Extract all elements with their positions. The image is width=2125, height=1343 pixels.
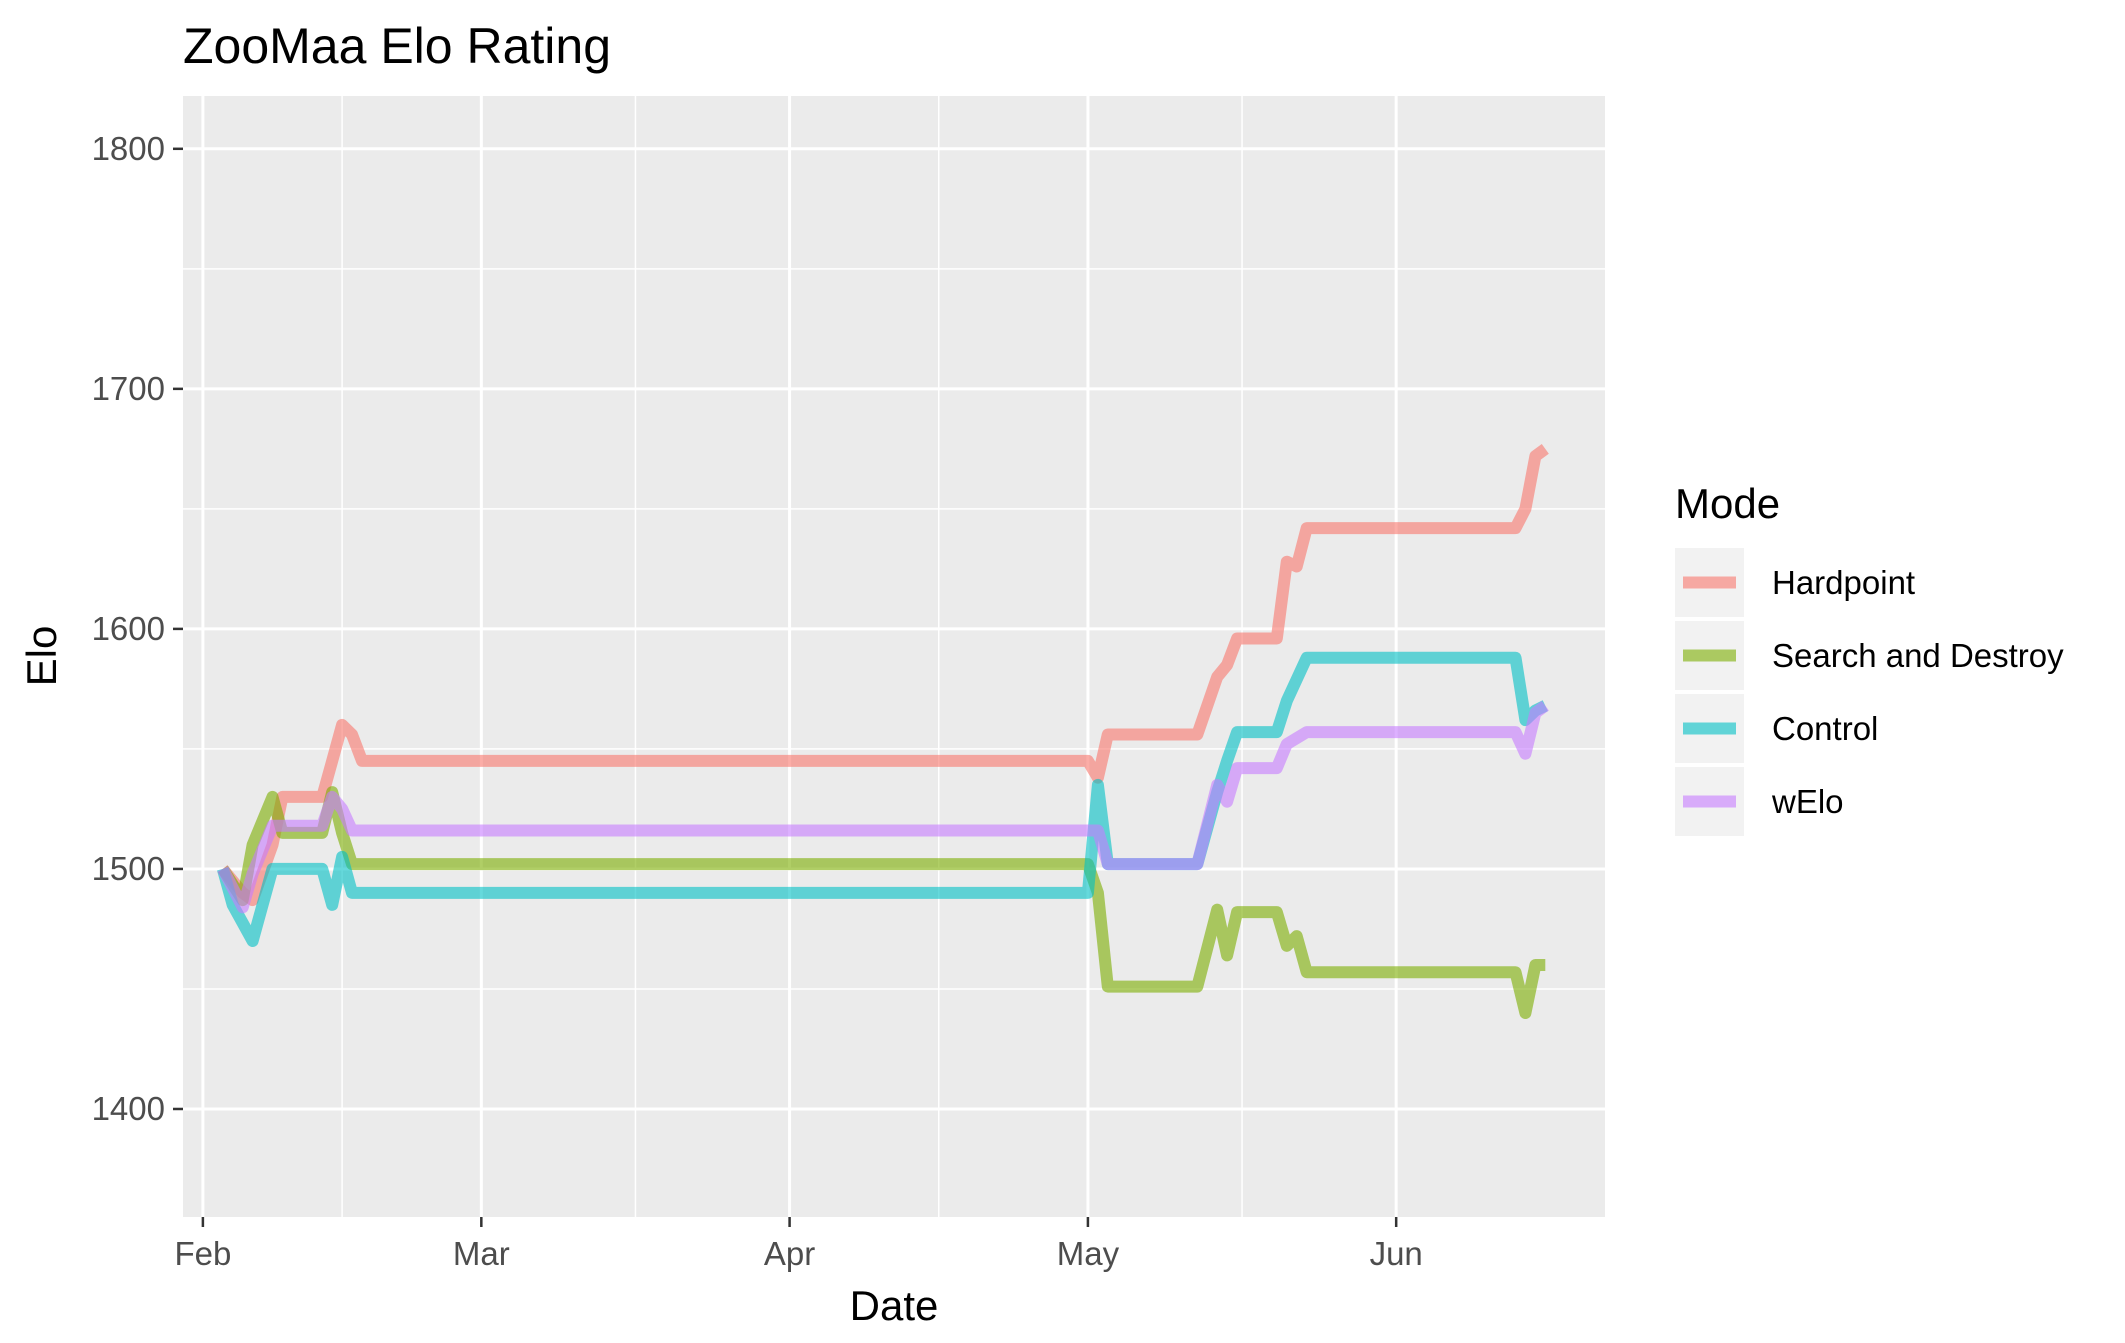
series-line-welo (217, 700, 1549, 914)
y-tick-label: 1700 (92, 370, 165, 407)
y-axis: 1400 1500 1600 1700 1800 (92, 130, 183, 1127)
legend: Mode Hardpoint Search and Destroy Control w… (1675, 480, 2064, 836)
x-axis-title: Date (850, 1282, 939, 1329)
x-tick-label: May (1057, 1235, 1120, 1272)
x-tick-label: Mar (453, 1235, 510, 1272)
x-tick-label: Jun (1370, 1235, 1423, 1272)
legend-label: Search and Destroy (1772, 637, 2064, 674)
y-tick-label: 1800 (92, 130, 165, 167)
minor-gridlines (183, 96, 1605, 1217)
y-tick-label: 1400 (92, 1090, 165, 1127)
x-tick-label: Apr (764, 1235, 815, 1272)
legend-label: Hardpoint (1772, 564, 1915, 601)
legend-items: Hardpoint Search and Destroy Control wElo (1675, 548, 2064, 836)
chart-title: ZooMaa Elo Rating (183, 18, 611, 74)
legend-title: Mode (1675, 480, 1780, 527)
x-tick-label: Feb (174, 1235, 231, 1272)
legend-label: wElo (1771, 783, 1844, 820)
y-tick-label: 1500 (92, 850, 165, 887)
series-line-hardpoint (218, 444, 1549, 907)
series-lines (217, 444, 1549, 1019)
y-tick-label: 1600 (92, 610, 165, 647)
y-axis-title: Elo (18, 626, 65, 687)
x-axis: Feb Mar Apr May Jun (174, 1217, 1423, 1272)
legend-label: Control (1772, 710, 1878, 747)
